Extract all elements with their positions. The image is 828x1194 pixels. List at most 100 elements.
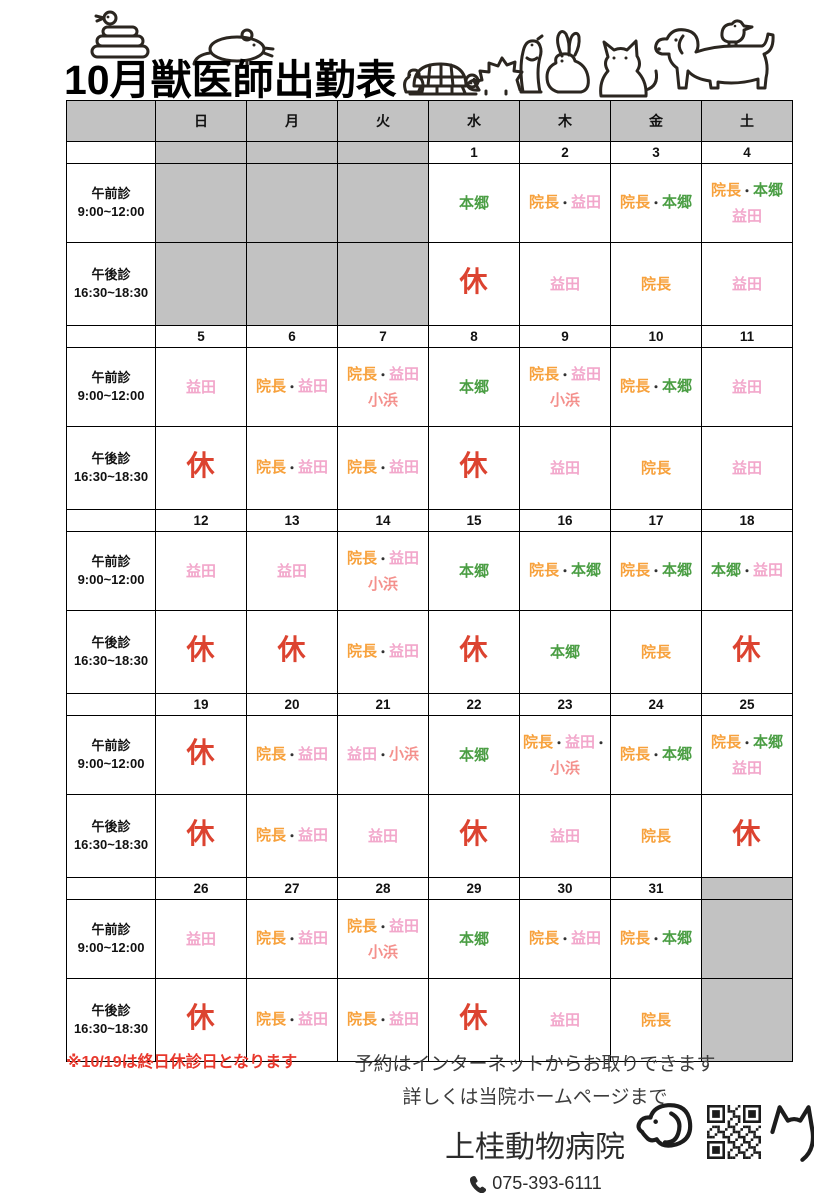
staff-name-hongo: 本郷	[549, 643, 580, 661]
clinic-phone: 075-393-6111	[492, 1173, 602, 1193]
cat-head-icon	[770, 1105, 814, 1162]
closed-mark: 休	[186, 634, 216, 665]
schedule-cell: 本郷	[519, 610, 611, 694]
staff-name-director: 院長	[528, 365, 559, 383]
staff-name-director: 院長	[255, 746, 286, 763]
staff-name-hongo: 本郷	[458, 194, 489, 212]
schedule-cell: 益田	[519, 794, 611, 878]
schedule-cell: 本郷・益田	[701, 531, 793, 611]
schedule-cell: 院長・益田・ 小浜	[519, 715, 611, 795]
staff-name-director: 院長	[346, 643, 377, 660]
staff-name-masuda: 益田	[298, 930, 329, 947]
schedule-cell: 益田	[701, 426, 793, 510]
date-cell: 30	[519, 877, 611, 900]
staff-name-director: 院長	[640, 275, 671, 293]
date-cell: 9	[519, 325, 611, 348]
booking-notes: 予約はインターネットからお取りできます 詳しくは当院ホームページまで 上桂動物病…	[325, 1048, 745, 1194]
staff-name-masuda: 益田	[298, 1011, 329, 1028]
schedule-cell: 益田	[519, 426, 611, 510]
session-label: 午前診	[91, 922, 131, 937]
cat-icon	[599, 39, 658, 98]
staff-name-masuda: 益田	[389, 549, 420, 567]
staff-name-masuda: 益田	[549, 1011, 580, 1029]
closed-mark: 休	[732, 818, 762, 849]
weekday-header-row: 日月火水木金土	[66, 100, 793, 142]
dog-icon	[654, 28, 775, 90]
session-time: 16:30~18:30	[73, 653, 149, 668]
weekday-header: 日	[155, 100, 247, 142]
schedule-cell: 休	[428, 426, 520, 510]
snake-icon	[90, 10, 150, 59]
staff-name-masuda: 益田	[298, 459, 329, 476]
morning-row: 午前診 9:00~12:00 本郷 院長・益田 院長・本郷 院長・本郷 益田	[66, 163, 793, 243]
staff-name-masuda: 益田	[185, 378, 216, 396]
staff-name-masuda: 益田	[185, 562, 216, 580]
schedule-cell: 休	[246, 610, 338, 694]
weekday-header: 水	[428, 100, 520, 142]
name-separator: ・	[558, 932, 571, 946]
staff-name-masuda: 益田	[549, 459, 580, 477]
name-separator: ・	[552, 735, 565, 750]
staff-name-masuda: 益田	[549, 275, 580, 293]
schedule-cell: 院長	[610, 426, 702, 510]
schedule-cell: 院長	[610, 978, 702, 1062]
weekday-header: 火	[337, 100, 429, 142]
schedule-cell: 益田	[155, 899, 247, 979]
staff-name-hongo: 本郷	[571, 562, 602, 579]
gray-cell	[155, 163, 247, 243]
schedule-cell: 本郷	[428, 531, 520, 611]
date-cell: 2	[519, 141, 611, 164]
closed-mark: 休	[459, 1002, 489, 1033]
bird-icon	[720, 19, 754, 48]
schedule-cell: 休	[155, 794, 247, 878]
schedule-cell: 院長・益田	[246, 715, 338, 795]
name-separator: ・	[376, 551, 389, 566]
staff-name-masuda: 益田	[185, 930, 216, 948]
staff-name-masuda: 益田	[389, 917, 420, 935]
session-label-afternoon: 午後診 16:30~18:30	[66, 794, 156, 878]
session-label-morning: 午前診 9:00~12:00	[66, 163, 156, 243]
schedule-cell: 本郷	[428, 899, 520, 979]
gray-cell	[701, 877, 793, 900]
gray-cell	[155, 242, 247, 326]
schedule-cell: 院長・本郷	[610, 163, 702, 243]
date-row: 12 13 14 15 16 17 18	[66, 509, 793, 532]
staff-name-director: 院長	[528, 930, 559, 947]
session-label: 午前診	[91, 186, 131, 201]
schedule-cell: 院長・本郷	[610, 715, 702, 795]
staff-name-hongo: 本郷	[662, 378, 693, 395]
schedule-cell: 休	[428, 610, 520, 694]
date-cell: 7	[337, 325, 429, 348]
schedule-cell: 休	[428, 242, 520, 326]
session-label: 午前診	[91, 554, 131, 569]
gray-cell	[155, 141, 247, 164]
name-separator: ・	[285, 829, 298, 843]
staff-name-masuda: 益田	[731, 207, 762, 225]
date-row-corner	[66, 325, 156, 348]
staff-name-masuda: 益田	[389, 1011, 420, 1028]
schedule-cell: 院長・本郷	[610, 899, 702, 979]
session-label-afternoon: 午後診 16:30~18:30	[66, 610, 156, 694]
staff-name-director: 院長	[710, 181, 741, 199]
staff-name-hongo: 本郷	[662, 562, 693, 579]
page-title: 10月獣医師出勤表	[64, 57, 397, 103]
date-row-corner	[66, 509, 156, 532]
date-cell: 1	[428, 141, 520, 164]
staff-name-hongo: 本郷	[662, 746, 693, 763]
weekday-header: 金	[610, 100, 702, 142]
schedule-cell: 本郷	[428, 163, 520, 243]
session-time: 16:30~18:30	[73, 469, 149, 484]
staff-name-masuda: 益田	[565, 733, 596, 751]
schedule-cell: 益田	[519, 978, 611, 1062]
animal-illustrations	[90, 10, 775, 98]
weekday-header: 土	[701, 100, 793, 142]
staff-name-director: 院長	[346, 1011, 377, 1028]
staff-name-hongo: 本郷	[458, 930, 489, 948]
session-label-morning: 午前診 9:00~12:00	[66, 899, 156, 979]
staff-name-hongo: 本郷	[753, 733, 784, 751]
closed-mark: 休	[459, 818, 489, 849]
booking-note-line: 詳しくは当院ホームページまで	[402, 1087, 668, 1108]
staff-name-director: 院長	[346, 459, 377, 476]
afternoon-row: 午後診 16:30~18:30 休院長・益田 院長・益田休益田 院長 益田	[66, 426, 793, 510]
